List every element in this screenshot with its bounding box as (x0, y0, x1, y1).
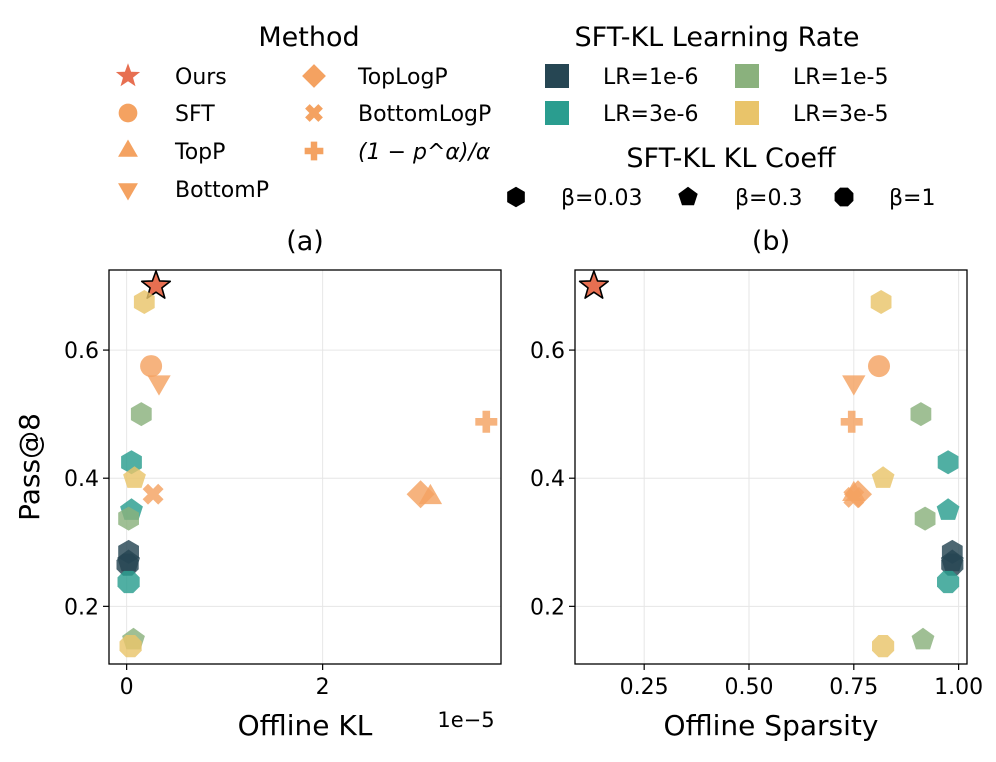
panel-title-a: (a) (286, 226, 324, 257)
legend-label-ours: Ours (175, 65, 227, 90)
octagon-icon (834, 187, 854, 207)
legend-label-lr-1e-6: LR=1e-6 (603, 65, 698, 90)
legend-label-sft: SFT (175, 102, 215, 127)
data-point-hexagon: LR=1e-5, β=0.03 (910, 402, 932, 427)
legend-label-beta-03: β=0.3 (735, 186, 802, 211)
legend-method: Method Ours SFT TopP BottomP TopLogP Bot… (115, 22, 491, 203)
x-offset-label-a: 1e−5 (437, 708, 494, 732)
data-point-star: Ours (578, 270, 609, 299)
data-point-star: Ours (140, 270, 172, 299)
x-axis-label-a: Offline KL (238, 709, 373, 742)
data-point-pentagon: LR=3e-6, β=0.3 (936, 498, 960, 520)
data-point-octagon: LR=3e-6, β=1 (117, 570, 140, 594)
legend-lr-title: SFT-KL Learning Rate (575, 22, 860, 53)
axes-frame-a (108, 269, 502, 665)
data-point-pentagon: LR=3e-5, β=0.3 (871, 466, 895, 488)
legend-method-entry-toplogp: TopLogP (302, 64, 448, 90)
y-tick-label: 0.2 (64, 595, 99, 620)
legend-label-toplogp: TopLogP (357, 65, 448, 90)
lr-swatch-3e-6 (545, 101, 569, 125)
panel-title-b: (b) (752, 226, 790, 257)
data-point-octagon: LR=1e-6, β=1 (116, 553, 139, 576)
plus-icon (304, 141, 324, 161)
data-point-octagon: LR=3e-6, β=1 (937, 570, 960, 594)
data-point-x: BottomLogP (843, 486, 865, 508)
data-point-hexagon: LR=1e-5, β=0.03 (130, 402, 152, 427)
axes-frame-b (574, 269, 968, 665)
legend-label-bottomlogp: BottomLogP (358, 102, 491, 127)
legend-method-entry-bottomp: BottomP (118, 178, 269, 203)
data-point-x: BottomLogP (142, 483, 164, 505)
legend-kl-title: SFT-KL KL Coeff (626, 143, 837, 174)
legend-kl: SFT-KL KL Coeff β=0.03 β=0.3 β=1 (507, 143, 935, 211)
y-tick-label: 0.2 (530, 595, 565, 620)
data-point-octagon: LR=1e-6, β=1 (941, 553, 964, 576)
y-tick-label: 0.4 (530, 467, 565, 492)
legend-label-custom: (1 − p^α)/α (358, 140, 491, 165)
data-point-pentagon: LR=1e-5, β=1 (911, 627, 935, 650)
data-point-plus: (1 − p^α)/α (840, 410, 863, 433)
legend-method-entry-sft: SFT (118, 102, 215, 127)
legend-label-lr-1e-5: LR=1e-5 (793, 65, 888, 90)
data-point-hexagon: LR=3e-5, β=0.03 (870, 290, 892, 314)
data-point-octagon: LR=3e-5, β=1 (872, 635, 895, 658)
legend-label-beta-003: β=0.03 (561, 186, 642, 211)
star-icon (115, 63, 141, 87)
x-icon (305, 104, 323, 122)
y-tick-label: 0.6 (530, 339, 565, 364)
legend-method-entry-ours: Ours (115, 63, 227, 90)
data-point-octagon: LR=3e-5, β=1 (119, 635, 142, 658)
diamond-icon (302, 64, 326, 88)
data-point-hexagon: LR=1e-5, β=0.3 (118, 506, 139, 531)
data-point-circle: SFT (868, 355, 890, 378)
data-point-hexagon: LR=3e-5, β=0.03 (133, 290, 155, 314)
data-point-circle: SFT (140, 355, 163, 378)
x-tick-label: 1.00 (934, 675, 983, 700)
legend-lr: SFT-KL Learning Rate LR=1e-6 LR=1e-5 LR=… (545, 22, 888, 127)
data-point-diamond: TopLogP (406, 480, 435, 509)
legend-label-bottomp: BottomP (175, 178, 269, 203)
legend-method-entry-custom: (1 − p^α)/α (304, 140, 491, 165)
triangle-up-icon (118, 139, 138, 157)
triangle-down-icon (118, 183, 138, 201)
legend-method-entry-topp: TopP (118, 139, 225, 165)
legend-label-topp: TopP (174, 140, 225, 165)
lr-swatch-3e-5 (735, 101, 759, 125)
data-point-hexagon: LR=3e-6, β=0.03 (937, 450, 959, 475)
x-tick-label: 2 (316, 675, 330, 700)
data-point-triangle-down: BottomP (842, 375, 866, 396)
legend-method-title: Method (258, 22, 359, 53)
lr-swatch-1e-5 (735, 64, 759, 88)
x-tick-label: 0.75 (829, 675, 878, 700)
x-tick-label: 0.25 (620, 675, 669, 700)
lr-swatch-1e-6 (545, 64, 569, 88)
data-point-triangle-down: BottomP (147, 375, 171, 396)
hexagon-icon (507, 186, 525, 208)
data-point-plus: (1 − p^α)/α (475, 410, 498, 433)
legend-method-entry-bottomlogp: BottomLogP (305, 102, 491, 127)
circle-icon (118, 103, 138, 123)
pentagon-icon (678, 186, 698, 206)
legend-label-beta-1: β=1 (889, 186, 935, 211)
x-tick-label: 0 (120, 675, 134, 700)
y-tick-label: 0.6 (64, 339, 99, 364)
legend-label-lr-3e-5: LR=3e-5 (793, 102, 888, 127)
data-point-pentagon: LR=3e-5, β=0.3 (123, 466, 146, 488)
data-point-hexagon: LR=1e-5, β=0.3 (914, 506, 936, 531)
y-axis-label-a: Pass@8 (13, 413, 46, 521)
x-axis-label-b: Offline Sparsity (664, 709, 879, 742)
legend-label-lr-3e-6: LR=3e-6 (603, 102, 698, 127)
x-tick-label: 0.50 (724, 675, 773, 700)
y-tick-label: 0.4 (64, 467, 99, 492)
